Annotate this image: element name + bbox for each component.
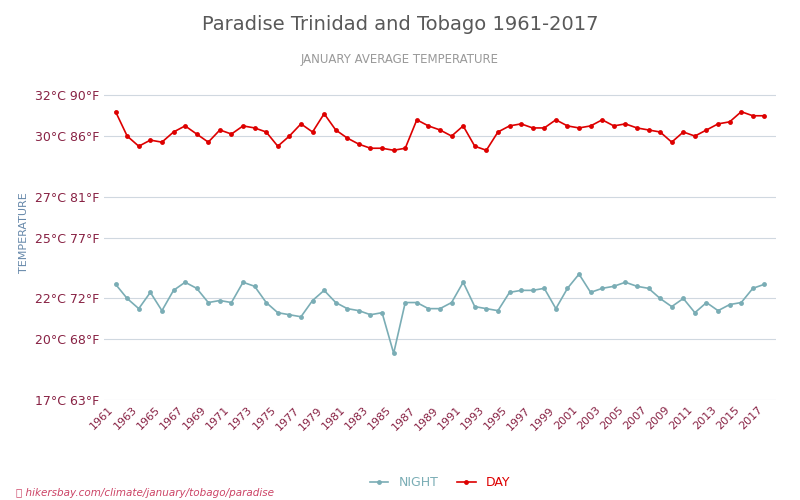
- NIGHT: [389, 350, 398, 356]
- NIGHT: [586, 290, 595, 296]
- Line: DAY: DAY: [113, 110, 767, 152]
- NIGHT: [110, 282, 120, 288]
- NIGHT: [574, 271, 584, 277]
- NIGHT: [401, 300, 410, 306]
- DAY: [760, 113, 770, 119]
- NIGHT: [134, 306, 143, 312]
- Line: NIGHT: NIGHT: [113, 272, 767, 355]
- Text: JANUARY AVERAGE TEMPERATURE: JANUARY AVERAGE TEMPERATURE: [301, 52, 499, 66]
- NIGHT: [146, 290, 155, 296]
- DAY: [146, 137, 155, 143]
- DAY: [401, 145, 410, 151]
- DAY: [389, 148, 398, 154]
- Legend: NIGHT, DAY: NIGHT, DAY: [365, 471, 515, 494]
- DAY: [285, 133, 294, 139]
- NIGHT: [562, 286, 572, 292]
- Text: Paradise Trinidad and Tobago 1961-2017: Paradise Trinidad and Tobago 1961-2017: [202, 15, 598, 34]
- DAY: [562, 123, 572, 129]
- DAY: [134, 143, 143, 149]
- Y-axis label: TEMPERATURE: TEMPERATURE: [19, 192, 29, 273]
- Text: ⌕ hikersbay.com/climate/january/tobago/paradise: ⌕ hikersbay.com/climate/january/tobago/p…: [16, 488, 274, 498]
- DAY: [574, 125, 584, 131]
- NIGHT: [285, 312, 294, 318]
- NIGHT: [760, 282, 770, 288]
- DAY: [110, 108, 120, 114]
